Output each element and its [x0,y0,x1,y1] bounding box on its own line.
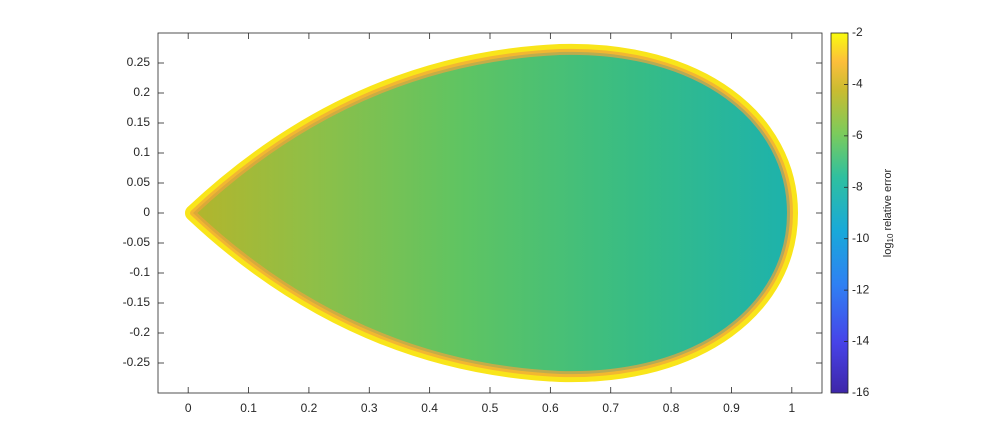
x-tick-label: 0 [185,401,192,415]
colorbar-tick-label: -2 [852,25,863,39]
colorbar-tick-label: -10 [852,231,870,245]
colorbar-tick-label: -14 [852,334,870,348]
error-field [190,48,793,378]
x-tick-label: 0.6 [542,401,559,415]
colorbar-tick-label: -16 [852,385,870,399]
y-tick-label: -0.25 [123,355,151,369]
y-tick-label: -0.15 [123,295,151,309]
x-tick-label: 0.2 [301,401,318,415]
x-tick-label: 0.5 [482,401,499,415]
colorbar-label-base: log [882,243,894,258]
x-tick-label: 0.7 [602,401,619,415]
colorbar [830,32,849,394]
colorbar-tick-label: -4 [852,77,863,91]
colorbar-label: log10 relative error [882,168,895,257]
y-tick-label: 0 [143,205,150,219]
colorbar-tick-label: -6 [852,128,863,142]
colorbar-label-subscript: 10 [886,233,895,242]
x-tick-label: 0.3 [361,401,378,415]
colorbar-tick-label: -12 [852,282,870,296]
y-tick-label: -0.1 [129,265,150,279]
x-tick-label: 0.9 [723,401,740,415]
x-tick-label: 0.1 [240,401,257,415]
y-tick-label: -0.2 [129,325,150,339]
y-tick-label: 0.2 [133,85,150,99]
y-tick-label: 0.1 [133,145,150,159]
colorbar-label-text: relative error [882,168,894,233]
x-tick-label: 0.4 [421,401,438,415]
x-tick-label: 1 [788,401,795,415]
x-tick-label: 0.8 [663,401,680,415]
y-tick-label: 0.15 [127,115,151,129]
colorbar-tick-label: -8 [852,179,863,193]
y-tick-label: 0.05 [127,175,151,189]
y-tick-label: 0.25 [127,55,151,69]
y-tick-label: -0.05 [123,235,151,249]
